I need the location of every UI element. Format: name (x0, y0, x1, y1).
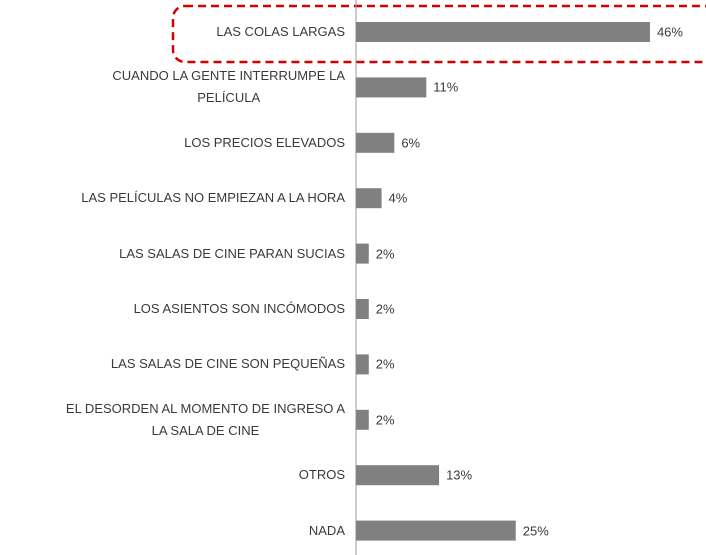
category-label: LOS PRECIOS ELEVADOS (184, 134, 345, 150)
category-label: OTROS (298, 467, 345, 483)
value-label: 46% (656, 24, 683, 40)
bar (356, 188, 382, 209)
highlight-box (171, 4, 706, 64)
value-label: 25% (522, 523, 549, 539)
value-label: 2% (375, 246, 395, 262)
bar (356, 409, 369, 430)
category-label: LAS PELÍCULAS NO EMPIEZAN A LA HORA (81, 190, 345, 206)
value-label: 13% (446, 467, 473, 483)
value-label: 6% (401, 135, 421, 151)
category-label: CUANDO LA GENTE INTERRUMPE LA PELÍCULA (112, 68, 345, 106)
bar (356, 77, 427, 98)
bar (356, 354, 369, 375)
category-label: LAS SALAS DE CINE PARAN SUCIAS (119, 245, 345, 261)
value-label: 2% (375, 412, 395, 428)
category-label: LOS ASIENTOS SON INCÓMODOS (133, 301, 345, 316)
category-label: LAS SALAS DE CINE SON PEQUEÑAS (110, 356, 345, 372)
category-label: LAS COLAS LARGAS (216, 24, 345, 39)
category-label: NADA (308, 522, 345, 538)
bar (356, 132, 395, 153)
value-label: 2% (375, 301, 395, 317)
bar (356, 520, 516, 541)
bar (356, 465, 440, 486)
value-label: 2% (375, 356, 395, 372)
bar (356, 243, 369, 264)
bar (356, 299, 369, 319)
bar (356, 22, 650, 42)
category-label: EL DESORDEN AL MOMENTO DE INGRESO A LA S… (65, 400, 345, 438)
value-label: 4% (388, 190, 408, 206)
value-label: 11% (433, 79, 459, 95)
